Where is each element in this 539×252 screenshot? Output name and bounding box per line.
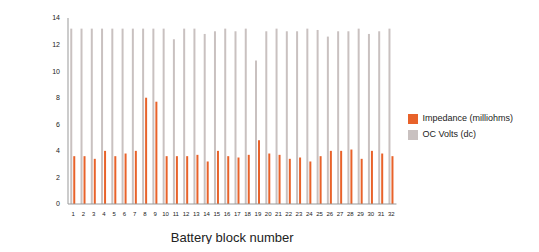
svg-text:23: 23 [296,211,303,217]
html-text:Impedance (milliohms): Impedance (milliohms) [422,113,513,123]
svg-text:10: 10 [52,68,60,75]
svg-text:2: 2 [56,174,60,181]
svg-text:14: 14 [52,14,60,21]
svg-text:25: 25 [316,211,323,217]
svg-text:30: 30 [367,211,374,217]
svg-text:Battery block number: Battery block number [171,230,295,244]
svg-text:15: 15 [213,211,220,217]
svg-text:14: 14 [203,211,210,217]
svg-text:17: 17 [234,211,241,217]
svg-text:8: 8 [56,94,60,101]
svg-text:11: 11 [173,211,180,217]
svg-text:7: 7 [133,211,137,217]
svg-text:9: 9 [154,211,158,217]
svg-text:31: 31 [378,211,385,217]
svg-text:19: 19 [255,211,262,217]
svg-text:2: 2 [82,211,86,217]
svg-text:0: 0 [56,200,60,207]
svg-text:4: 4 [56,147,60,154]
svg-text:26: 26 [326,211,333,217]
svg-text:28: 28 [347,211,354,217]
svg-text:5: 5 [113,211,117,217]
svg-text:10: 10 [162,211,169,217]
svg-text:3: 3 [92,211,96,217]
svg-text:27: 27 [337,211,344,217]
svg-text:13: 13 [193,211,200,217]
svg-text:22: 22 [285,211,292,217]
svg-text:24: 24 [306,211,313,217]
svg-text:18: 18 [244,211,251,217]
svg-text:29: 29 [357,211,364,217]
svg-text:1: 1 [71,211,75,217]
svg-text:6: 6 [56,121,60,128]
svg-text:21: 21 [275,211,282,217]
svg-text:6: 6 [123,211,127,217]
svg-text:20: 20 [265,211,272,217]
svg-text:16: 16 [224,211,231,217]
svg-text:12: 12 [183,211,190,217]
svg-text:4: 4 [102,211,106,217]
html-text:OC Volts (dc): OC Volts (dc) [422,129,476,139]
svg-text:32: 32 [388,211,395,217]
svg-text:8: 8 [143,211,147,217]
svg-text:12: 12 [52,41,60,48]
